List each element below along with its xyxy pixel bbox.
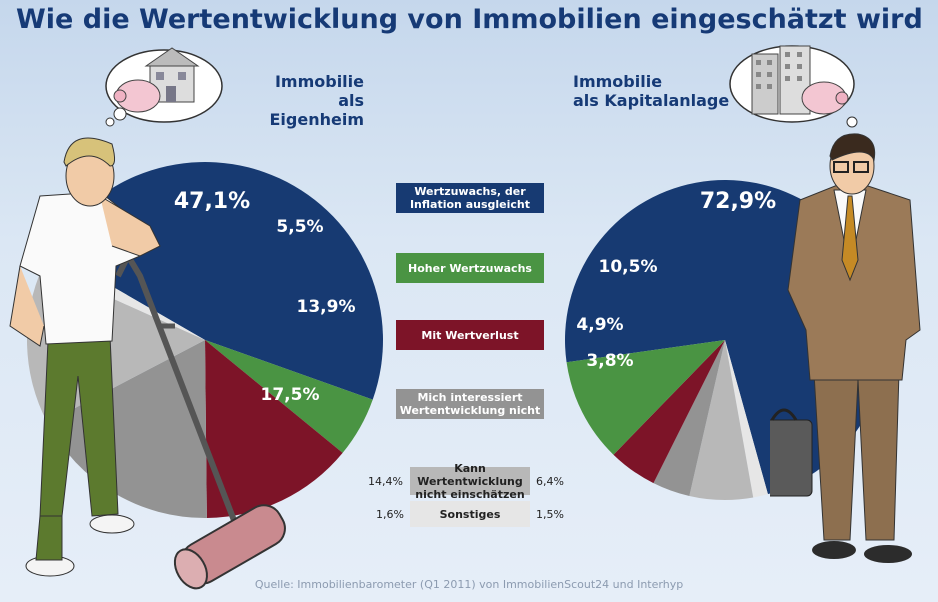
pie-kapitalanlage-slice-verlust xyxy=(613,340,725,484)
pie-eigenheim-label-desinteresse: 17,5% xyxy=(261,385,320,405)
sonstiges-right-value: 1,5% xyxy=(536,508,564,521)
unsicher-left-value: 14,4% xyxy=(368,475,403,488)
thought-bubble-house-icon xyxy=(105,47,223,127)
legend-hoher-wertzuwachs: Hoher Wertzuwachs xyxy=(396,253,544,283)
unsicher-right-value: 6,4% xyxy=(536,475,564,488)
pie-title-eigenheim: Immobilie als Eigenheim xyxy=(246,72,364,129)
pie-title-kapitalanlage-line1: Immobilie xyxy=(573,72,663,91)
pie-eigenheim-slice-desinteresse xyxy=(47,340,207,518)
pie-title-kapitalanlage-line2: als Kapitalanlage xyxy=(573,91,730,110)
businessman-with-briefcase-illustration xyxy=(770,133,921,563)
pie-kapitalanlage-label-inflation: 72,9% xyxy=(700,189,776,214)
pie-title-kapitalanlage: Immobilie als Kapitalanlage xyxy=(573,72,733,110)
pie-kapitalanlage-slice-desinteresse xyxy=(653,340,725,496)
pie-title-eigenheim-line2: als Eigenheim xyxy=(269,91,364,129)
pie-eigenheim-slice-hoch xyxy=(205,340,373,453)
pie-eigenheim-label-inflation: 47,1% xyxy=(174,189,250,214)
pie-kapitalanlage-slice-unsicher xyxy=(689,340,754,500)
pie-kapitalanlage-label-desinteresse: 3,8% xyxy=(586,351,633,371)
pie-eigenheim-slice-verlust xyxy=(205,340,343,518)
pie-title-eigenheim-line1: Immobilie xyxy=(274,72,364,91)
legend-wertverlust: Mit Wertverlust xyxy=(396,320,544,350)
legend-sonstiges: Sonstiges xyxy=(410,501,530,527)
man-with-lawn-roller-illustration xyxy=(9,137,286,590)
legend-unsicher: Kann Wertentwicklung nicht einschätzen xyxy=(410,462,530,501)
sonstiges-left-value: 1,6% xyxy=(376,508,404,521)
page-title: Wie die Wertentwicklung von Immobilien e… xyxy=(16,4,923,35)
legend-desinteresse: Mich interessiert Wertentwicklung nicht xyxy=(396,389,544,419)
thought-bubble-office-icon xyxy=(729,45,858,128)
pie-eigenheim-label-verlust: 13,9% xyxy=(297,297,356,317)
pie-kapitalanlage-slice-sonstiges xyxy=(725,340,768,498)
pie-eigenheim-label-hoch: 5,5% xyxy=(276,217,323,237)
pie-kapitalanlage-slice-hoch xyxy=(566,340,725,455)
pie-kapitalanlage-label-hoch: 10,5% xyxy=(599,257,658,277)
source-note: Quelle: Immobilienbarometer (Q1 2011) vo… xyxy=(254,578,684,591)
legend-inflation: Wertzuwachs, der Inflation ausgleicht xyxy=(396,183,544,213)
pie-kapitalanlage-label-verlust: 4,9% xyxy=(576,315,623,335)
